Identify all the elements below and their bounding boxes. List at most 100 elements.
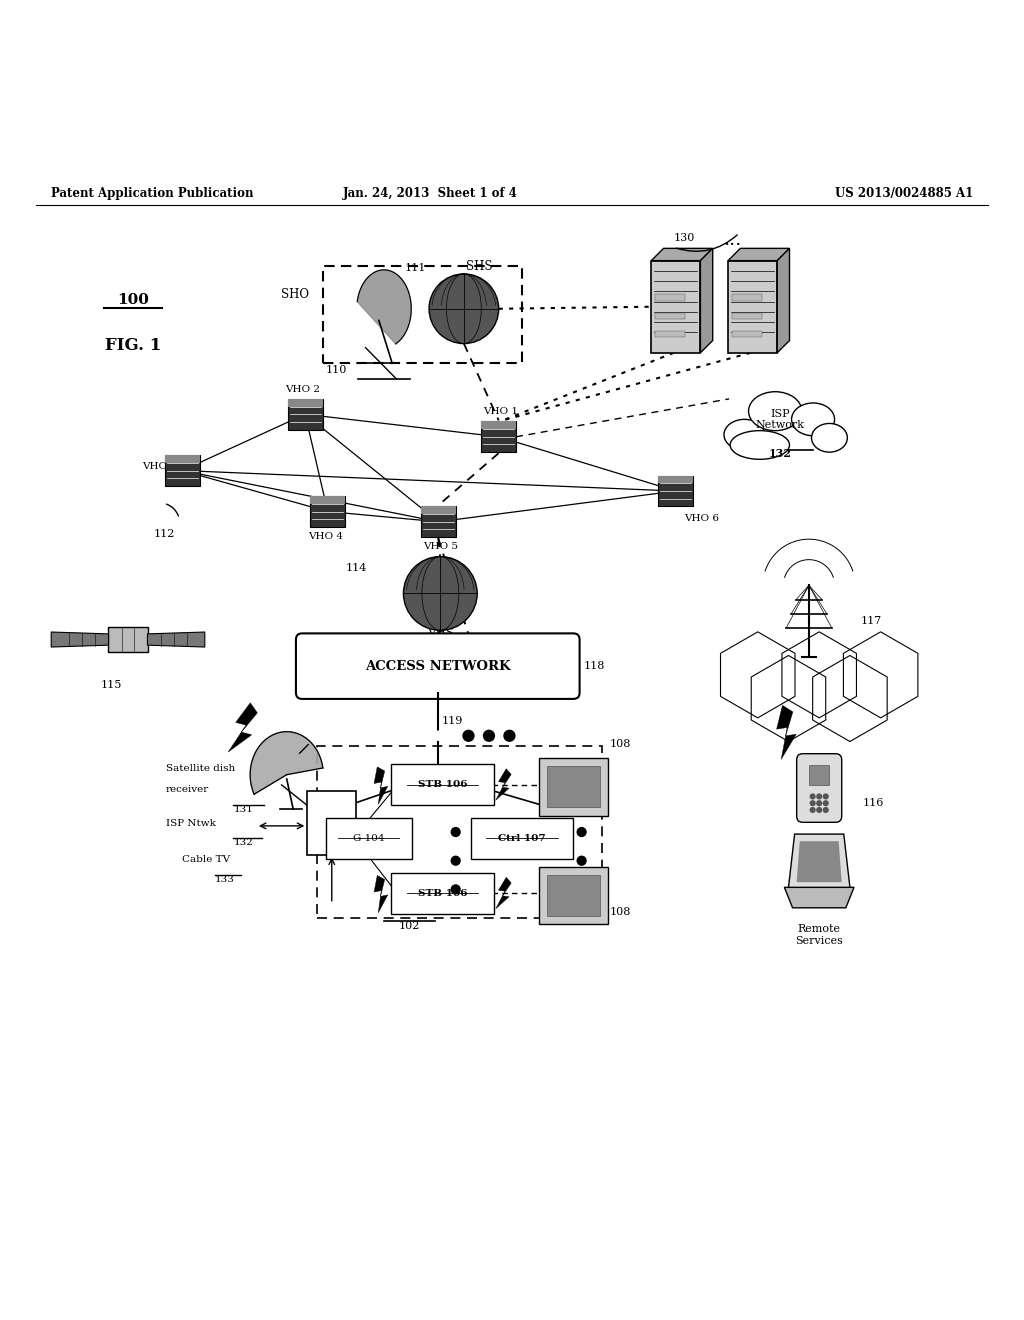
Circle shape [810,800,816,807]
Text: Satellite dish: Satellite dish [166,764,236,772]
FancyBboxPatch shape [481,421,516,429]
Polygon shape [496,768,511,800]
Polygon shape [374,767,388,804]
Text: 108: 108 [609,907,631,917]
FancyBboxPatch shape [732,331,762,338]
Text: 111: 111 [404,263,426,273]
Circle shape [504,730,515,742]
Polygon shape [496,878,511,908]
Text: VHO 3: VHO 3 [142,462,177,471]
Polygon shape [51,632,109,647]
Circle shape [403,557,477,631]
Text: Remote
Services: Remote Services [796,924,843,946]
Circle shape [451,855,461,866]
Circle shape [577,826,587,837]
FancyBboxPatch shape [732,294,762,301]
FancyBboxPatch shape [421,507,456,537]
Circle shape [429,275,499,343]
Text: VHO 1: VHO 1 [483,408,518,416]
FancyBboxPatch shape [288,399,323,429]
FancyBboxPatch shape [307,791,356,854]
FancyBboxPatch shape [317,746,602,917]
FancyBboxPatch shape [310,496,345,504]
Text: VHO 4: VHO 4 [308,532,343,541]
Polygon shape [651,248,713,260]
FancyBboxPatch shape [323,265,522,363]
FancyBboxPatch shape [310,496,345,527]
FancyBboxPatch shape [655,331,685,338]
FancyBboxPatch shape [165,455,200,463]
Ellipse shape [749,392,802,430]
FancyBboxPatch shape [326,817,412,858]
Polygon shape [784,887,854,908]
Circle shape [451,826,461,837]
Text: ···: ··· [723,236,741,255]
Circle shape [810,793,816,800]
Text: STB 106: STB 106 [418,888,467,898]
FancyBboxPatch shape [288,399,323,407]
Circle shape [816,807,822,813]
Text: 114: 114 [345,562,367,573]
Text: 132: 132 [769,447,792,459]
Text: SHO: SHO [282,288,309,301]
FancyBboxPatch shape [421,507,456,513]
Text: ISP
Network: ISP Network [756,409,805,430]
Circle shape [577,884,587,895]
Text: G 104: G 104 [353,834,384,842]
Ellipse shape [724,420,765,450]
Text: Ctrl 107: Ctrl 107 [499,834,546,842]
Text: STB 106: STB 106 [418,780,467,789]
FancyBboxPatch shape [658,475,693,507]
Text: 130: 130 [674,234,695,243]
Text: Patent Application Publication: Patent Application Publication [51,186,254,199]
FancyBboxPatch shape [655,294,685,301]
Polygon shape [374,875,388,913]
Text: VHO 5: VHO 5 [423,543,458,552]
Text: 110: 110 [326,366,347,375]
FancyBboxPatch shape [547,767,600,808]
FancyBboxPatch shape [539,867,608,924]
FancyBboxPatch shape [547,875,600,916]
Circle shape [822,793,828,800]
Text: 118: 118 [584,661,605,671]
FancyBboxPatch shape [658,475,693,483]
Polygon shape [700,248,713,352]
Circle shape [822,800,828,807]
Polygon shape [228,702,257,752]
Polygon shape [728,248,790,260]
Polygon shape [777,248,790,352]
Polygon shape [147,632,205,647]
Text: ACCESS NETWORK: ACCESS NETWORK [365,660,511,673]
Text: FIG. 1: FIG. 1 [105,338,161,355]
FancyBboxPatch shape [481,421,516,453]
Circle shape [816,800,822,807]
Text: SHS: SHS [466,260,493,273]
FancyBboxPatch shape [391,873,494,913]
Polygon shape [250,731,323,795]
Text: receiver: receiver [166,785,209,793]
Text: 108: 108 [609,739,631,748]
Circle shape [463,730,475,742]
Circle shape [822,807,828,813]
Text: 116: 116 [862,799,884,808]
FancyBboxPatch shape [809,766,829,785]
Text: 133: 133 [215,875,234,884]
Text: 119: 119 [441,717,463,726]
FancyBboxPatch shape [655,313,685,319]
Text: 112: 112 [154,529,175,539]
FancyBboxPatch shape [108,627,148,652]
Text: 132: 132 [233,838,253,847]
FancyBboxPatch shape [165,455,200,486]
Text: 115: 115 [100,681,122,690]
Circle shape [451,884,461,895]
Text: Cable TV: Cable TV [182,855,230,865]
Ellipse shape [792,403,835,436]
Text: 117: 117 [860,616,882,626]
Text: Jan. 24, 2013  Sheet 1 of 4: Jan. 24, 2013 Sheet 1 of 4 [343,186,517,199]
Text: VHO 6: VHO 6 [684,513,719,523]
Ellipse shape [812,424,848,453]
Polygon shape [357,269,412,345]
Polygon shape [776,705,797,759]
Text: VHO 2: VHO 2 [286,384,321,393]
Circle shape [816,793,822,800]
